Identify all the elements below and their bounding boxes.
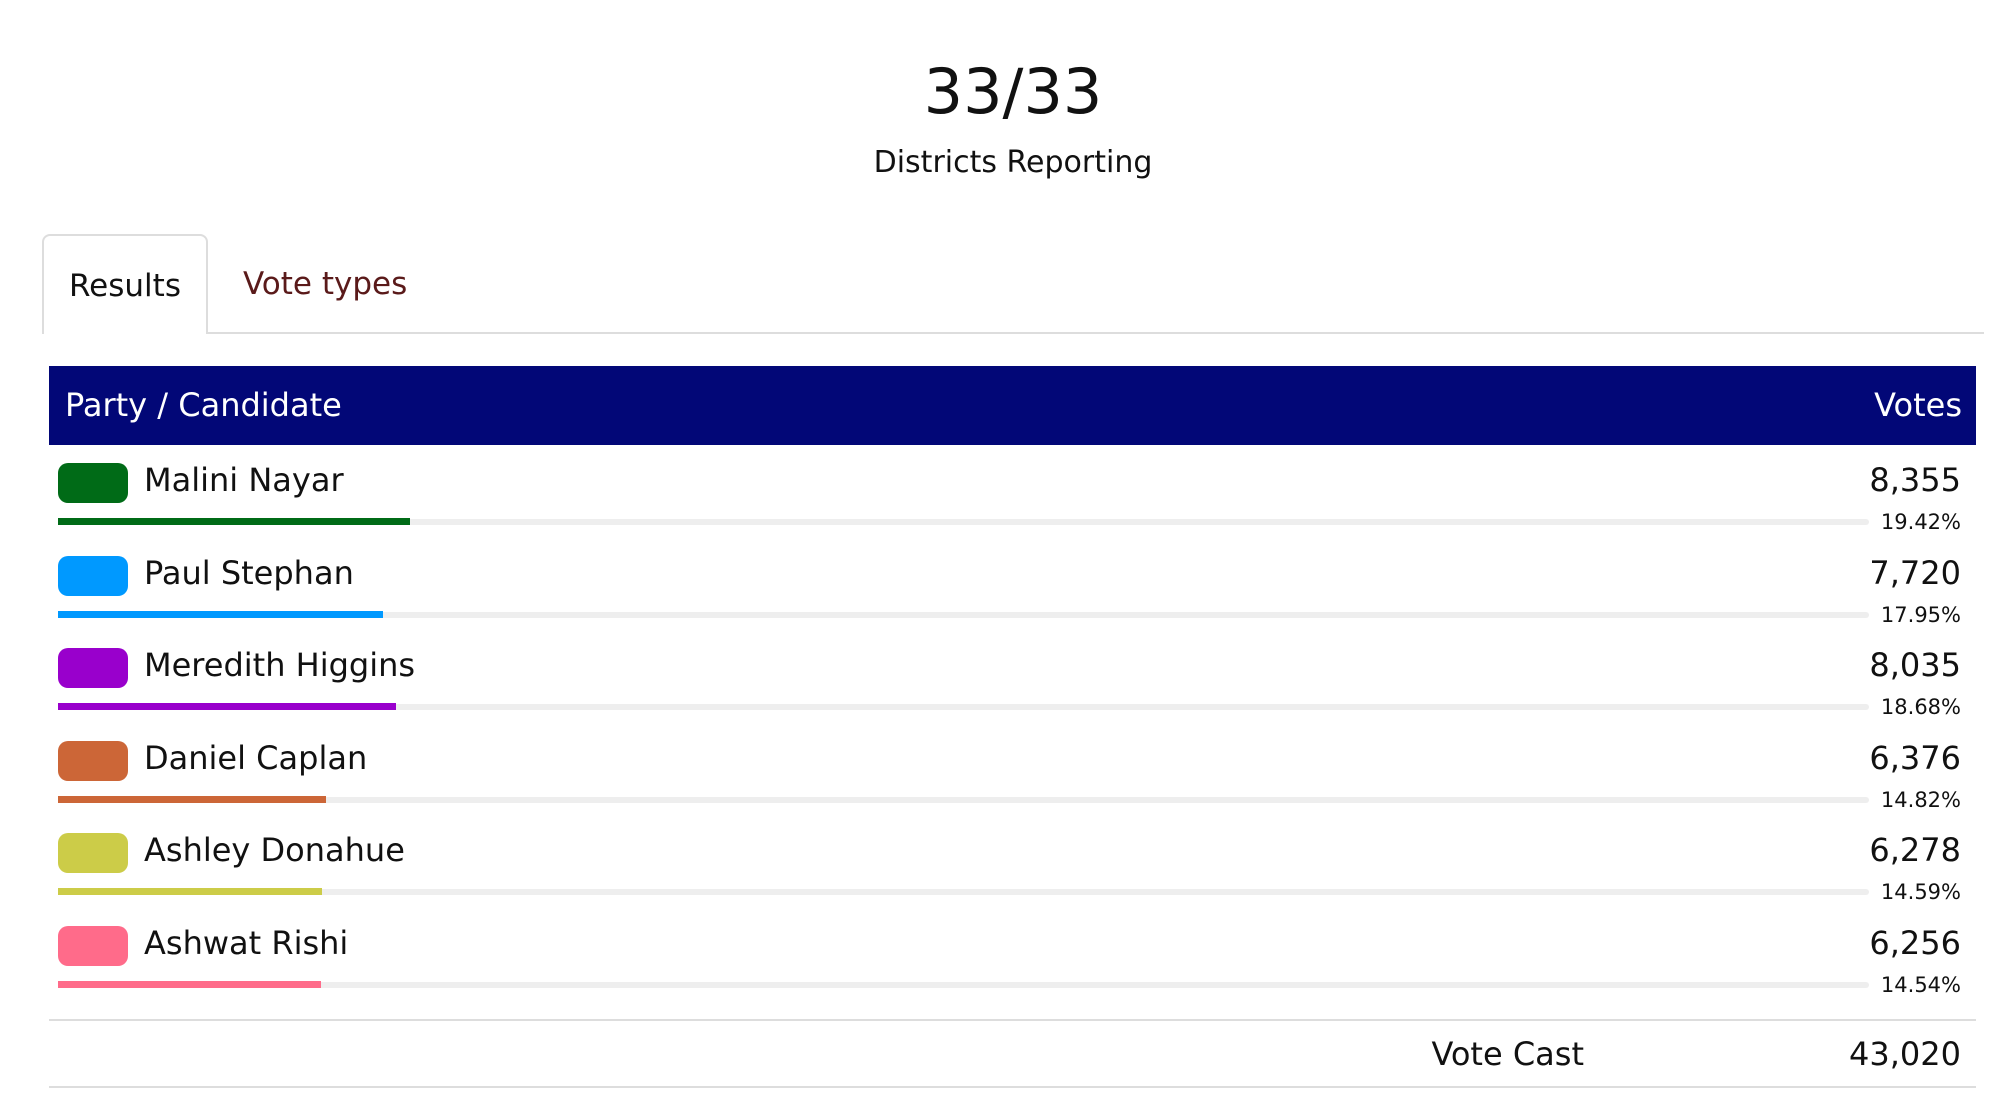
total-votes: 43,020: [1849, 1035, 1961, 1073]
column-header: Votes: [1874, 386, 1962, 424]
candidate-name: Meredith Higgins: [144, 646, 416, 684]
candidate-name: Ashley Donahue: [144, 831, 405, 869]
candidate-votes: 8,355: [1869, 461, 1961, 499]
color-swatch: [58, 463, 128, 503]
candidate-percent: 14.54%: [1880, 972, 1961, 997]
share-bar: [58, 980, 322, 988]
total-label: Vote Cast: [1431, 1035, 1584, 1073]
tab-divider: [42, 332, 1984, 334]
bar-track: [58, 889, 1869, 895]
share-bar: [58, 703, 397, 710]
districts-label: Districts Reporting: [873, 145, 1153, 180]
share-bar: [58, 518, 410, 525]
color-swatch: [58, 555, 128, 596]
candidate-votes: 6,376: [1869, 738, 1961, 777]
table-header: [49, 366, 1976, 445]
candidate-percent: 19.42%: [1880, 510, 1961, 534]
tab-results[interactable]: Results: [42, 234, 208, 334]
bar-track: [58, 981, 1869, 988]
share-bar: [58, 610, 384, 618]
bar-track: [58, 796, 1869, 803]
candidate-percent: 14.82%: [1880, 787, 1961, 812]
divider: [49, 1086, 1976, 1088]
column-header: Party / Candidate: [65, 386, 342, 424]
candidate-name: Malini Nayar: [144, 461, 344, 499]
candidate-percent: 18.68%: [1880, 695, 1961, 719]
candidate-votes: 7,720: [1869, 553, 1961, 592]
candidate-percent: 17.95%: [1880, 602, 1961, 627]
candidate-name: Ashwat Rishi: [144, 923, 349, 962]
tab-vote-types[interactable]: Vote types: [243, 266, 408, 302]
color-swatch: [58, 833, 128, 873]
candidate-votes: 6,256: [1869, 923, 1961, 962]
candidate-name: Daniel Caplan: [144, 738, 368, 777]
candidate-votes: 8,035: [1869, 646, 1961, 684]
bar-track: [58, 611, 1869, 618]
districts-count: 33/33: [923, 55, 1103, 128]
candidate-percent: 14.59%: [1880, 880, 1961, 904]
color-swatch: [58, 925, 128, 966]
bar-track: [58, 704, 1869, 710]
share-bar: [58, 795, 327, 803]
candidate-name: Paul Stephan: [144, 553, 354, 592]
color-swatch: [58, 740, 128, 781]
color-swatch: [58, 648, 128, 688]
divider: [49, 1019, 1976, 1021]
candidate-votes: 6,278: [1869, 831, 1961, 869]
share-bar: [58, 888, 323, 895]
bar-track: [58, 519, 1869, 525]
